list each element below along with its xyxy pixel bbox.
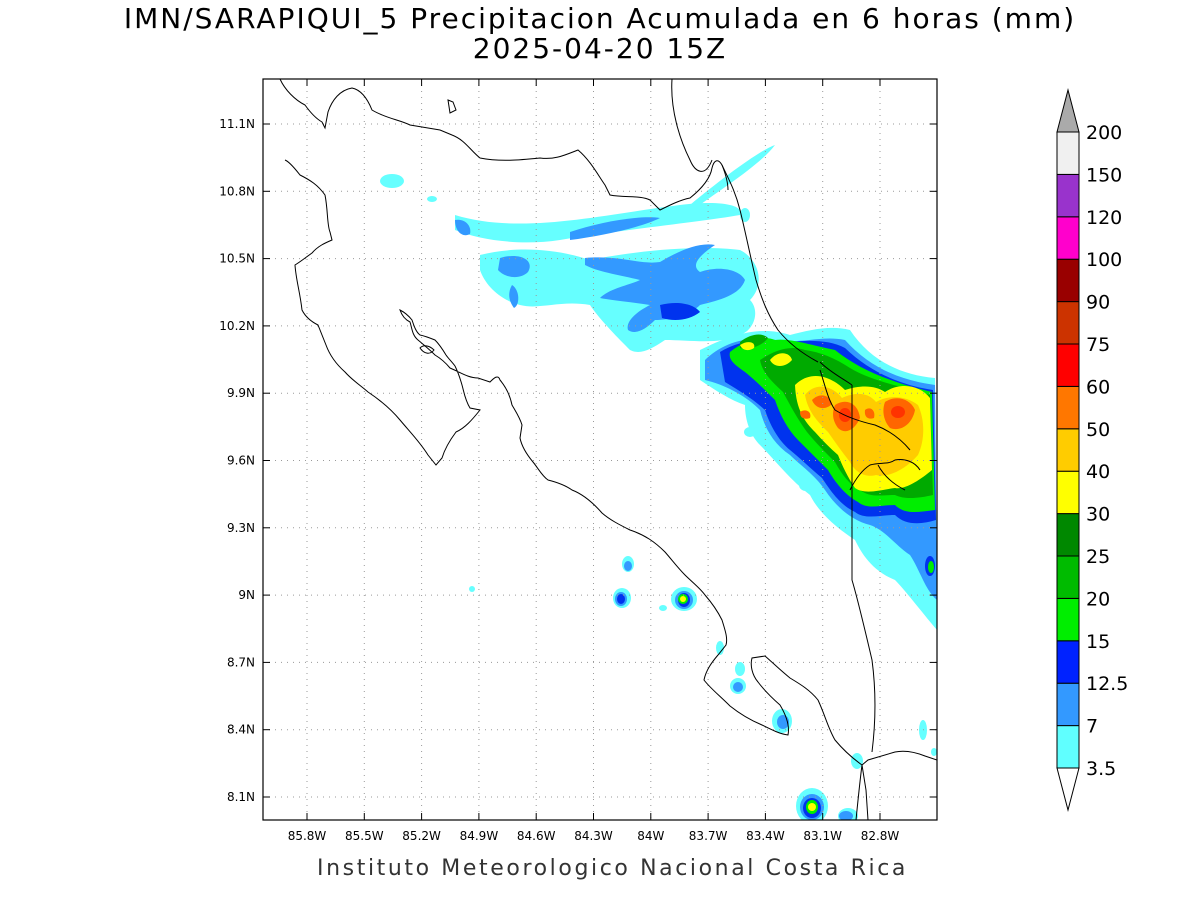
y-tick-label: 10.5N	[219, 252, 255, 266]
x-tick-label: 84W	[637, 829, 664, 843]
colorbar-swatch	[1056, 385, 1080, 430]
x-tick-label: 85.2W	[402, 829, 441, 843]
y-tick-label: 8.1N	[227, 790, 255, 804]
colorbar-swatch	[1056, 301, 1080, 345]
x-tick-label: 83.4W	[746, 829, 785, 843]
footer-credit: Instituto Meteorologico Nacional Costa R…	[317, 856, 908, 881]
y-tick-label: 11.1N	[219, 117, 255, 131]
colorbar-swatch	[1056, 555, 1080, 599]
colorbar-label: 90	[1086, 292, 1110, 314]
colorbar-legend: 3.5 7 12.5 15 20 25 30 40 50 60 75 90 100 120 150 200	[1056, 88, 1128, 812]
chart-subtitle-date: 2025-04-20 15Z	[472, 32, 728, 65]
colorbar-label: 15	[1086, 631, 1110, 653]
x-tick-label: 85.5W	[345, 829, 384, 843]
x-tick-label: 82.8W	[861, 829, 900, 843]
precipitation-field	[380, 145, 937, 820]
grid-lines	[263, 79, 937, 820]
x-tick-label: 84.9W	[460, 829, 499, 843]
colorbar-swatch	[1056, 343, 1080, 387]
colorbar-label: 40	[1086, 461, 1110, 483]
y-tick-label: 10.2N	[219, 319, 255, 333]
colorbar-label: 60	[1086, 376, 1110, 398]
colorbar-over-triangle	[1056, 88, 1080, 133]
y-tick-label: 9.9N	[227, 386, 255, 400]
colorbar-swatch	[1056, 682, 1080, 727]
colorbar-label: 12.5	[1086, 673, 1128, 695]
precip-band-7	[455, 217, 937, 820]
y-tick-label: 9.3N	[227, 521, 255, 535]
colorbar-label: 100	[1086, 249, 1122, 271]
x-tick-label: 85.8W	[288, 829, 327, 843]
chart-title: IMN/SARAPIQUI_5 Precipitacion Acumulada …	[123, 2, 1077, 35]
colorbar-label: 3.5	[1086, 758, 1116, 780]
colorbar-swatch	[1056, 428, 1080, 472]
y-tick-label: 10.8N	[219, 184, 255, 198]
longitude-axis: 85.8W 85.5W 85.2W 84.9W 84.6W 84.3W 84W 83.7W 83…	[288, 79, 900, 843]
plot-frame	[262, 78, 938, 821]
colorbar-label: 200	[1086, 122, 1122, 144]
colorbar-label: 120	[1086, 207, 1122, 229]
colorbar-label: 20	[1086, 588, 1110, 610]
coastline-borders	[279, 79, 937, 820]
colorbar-label: 25	[1086, 546, 1110, 568]
colorbar-label: 150	[1086, 164, 1122, 186]
y-tick-label: 9.6N	[227, 454, 255, 468]
colorbar-swatch	[1056, 173, 1080, 218]
colorbar-swatch	[1056, 640, 1080, 684]
y-tick-label: 8.4N	[227, 723, 255, 737]
colorbar-swatch	[1056, 725, 1080, 769]
colorbar-swatch	[1056, 131, 1080, 175]
y-tick-label: 8.7N	[227, 655, 255, 669]
colorbar-label: 50	[1086, 419, 1110, 441]
y-tick-label: 9N	[238, 588, 255, 602]
colorbar-swatch	[1056, 216, 1080, 260]
colorbar-label: 75	[1086, 334, 1110, 356]
latitude-axis: 11.1N 10.8N 10.5N 10.2N 9.9N 9.6N 9.3N 9N 8.7N 8.…	[219, 117, 937, 804]
colorbar-label: 7	[1086, 716, 1098, 738]
x-tick-label: 84.3W	[574, 829, 613, 843]
x-tick-label: 83.1W	[803, 829, 842, 843]
x-tick-label: 83.7W	[689, 829, 728, 843]
colorbar-under-triangle	[1056, 767, 1080, 812]
colorbar-swatch	[1056, 470, 1080, 515]
colorbar-swatch	[1056, 597, 1080, 642]
colorbar-label: 30	[1086, 504, 1110, 526]
colorbar-swatch	[1056, 513, 1080, 557]
colorbar-swatch	[1056, 258, 1080, 303]
x-tick-label: 84.6W	[517, 829, 556, 843]
